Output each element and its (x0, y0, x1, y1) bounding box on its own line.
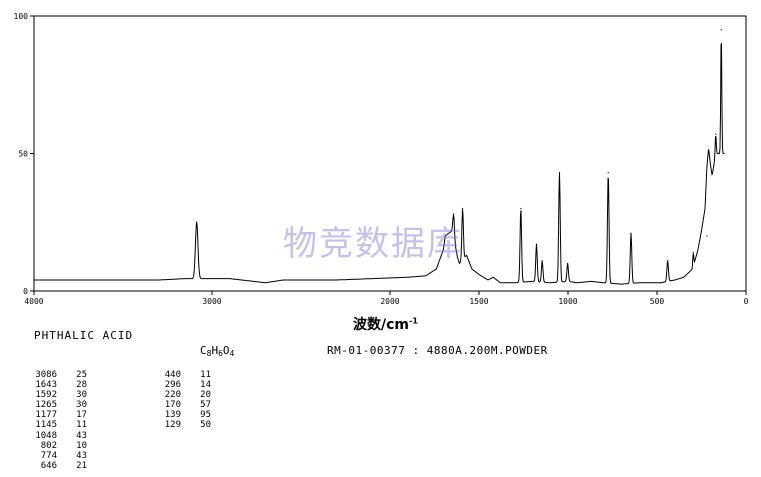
peak-table-column-1: 3086 25 1643 28 1592 30 1265 30 1177 17 1145 11 1048… (33, 370, 87, 471)
compound-name: PHTHALIC ACID (34, 329, 134, 342)
peak-wavenumber: 296 (164, 380, 181, 391)
peak-point (452, 213, 455, 215)
peak-wavenumber: 1643 (35, 380, 57, 391)
peak-row: 440 11 (157, 370, 211, 380)
x-tick-label: 2000 (380, 297, 399, 306)
peak-row: 802 10 (33, 441, 87, 451)
x-tick-label: 0 (744, 297, 749, 306)
peak-wavenumber: 646 (40, 460, 57, 471)
peak-wavenumber: 3086 (35, 370, 57, 380)
x-tick-label: 1000 (558, 297, 577, 306)
peak-row: 646 21 (33, 461, 87, 471)
peak-row: 1265 30 (33, 400, 87, 410)
peak-intensity: 10 (76, 440, 87, 451)
x-tick-label: 500 (650, 297, 665, 306)
peak-row: 296 14 (157, 380, 211, 390)
peak-intensity: 28 (76, 380, 87, 391)
peak-intensity: 95 (200, 410, 211, 421)
sample-info: RM-01-00377 : 4880A.200M.POWDER (327, 344, 548, 357)
peak-point (722, 152, 724, 155)
peak-wavenumber: 1145 (35, 420, 57, 431)
peak-point (720, 29, 722, 31)
peak-intensity: 30 (76, 390, 87, 401)
peak-point (692, 251, 694, 254)
x-tick-label: 1500 (469, 297, 488, 306)
peak-point (630, 232, 632, 234)
peak-row: 3086 25 (33, 370, 87, 380)
watermark: 物竞数据库 (283, 224, 463, 264)
peak-row: 170 57 (157, 400, 211, 410)
y-tick-label: 0 (23, 287, 28, 296)
peak-point (541, 260, 543, 262)
spectrum-line (34, 43, 725, 285)
peak-intensity: 17 (76, 410, 87, 421)
peak-point (667, 260, 669, 262)
peak-intensity: 20 (200, 390, 211, 401)
peak-row: 1048 43 (33, 431, 87, 441)
peak-point (567, 262, 569, 265)
molecular-formula: C8H6O4 (200, 344, 235, 358)
peak-table-column-2: 440 11 296 14 220 20 170 57 139 95 129 50 (157, 370, 211, 431)
peak-row: 1145 11 (33, 420, 87, 430)
peak-intensity: 43 (76, 430, 87, 441)
peak-wavenumber: 170 (164, 400, 181, 411)
peak-row: 774 43 (33, 451, 87, 461)
peak-point (607, 172, 609, 174)
peak-intensity: 43 (76, 450, 87, 461)
peak-intensity: 11 (200, 370, 211, 380)
peak-intensity: 30 (76, 400, 87, 411)
peak-wavenumber: 440 (164, 370, 181, 380)
peak-wavenumber: 1592 (35, 390, 57, 401)
peak-intensity: 11 (76, 420, 87, 431)
peak-row: 1643 28 (33, 380, 87, 390)
peak-wavenumber: 1265 (35, 400, 57, 411)
peak-point (715, 133, 717, 135)
peak-row: 129 50 (157, 420, 211, 430)
peak-row: 1177 17 (33, 410, 87, 420)
y-tick-label: 50 (18, 150, 28, 159)
y-tick-label: 100 (14, 12, 29, 21)
peak-point (706, 235, 708, 237)
peak-wavenumber: 774 (40, 450, 57, 461)
peak-wavenumber: 129 (164, 420, 181, 431)
peak-intensity: 57 (200, 400, 211, 411)
peak-intensity: 14 (200, 380, 211, 391)
peak-wavenumber: 220 (164, 390, 181, 401)
peak-wavenumber: 139 (164, 410, 181, 421)
peak-intensity: 25 (76, 370, 87, 380)
peak-row: 220 20 (157, 390, 211, 400)
x-tick-label: 3000 (202, 297, 221, 306)
peak-row: 1592 30 (33, 390, 87, 400)
peak-wavenumber: 1048 (35, 430, 57, 441)
peak-wavenumber: 802 (40, 440, 57, 451)
peak-point (520, 207, 522, 210)
peak-wavenumber: 1177 (35, 410, 57, 421)
peak-point (462, 207, 464, 210)
x-tick-label: 4000 (24, 297, 43, 306)
peak-intensity: 21 (76, 460, 87, 471)
x-axis-label: 波数/cm-1 (353, 316, 418, 333)
peak-point (558, 172, 561, 174)
peak-row: 139 95 (157, 410, 211, 420)
peak-point (535, 243, 538, 245)
peak-point (196, 221, 198, 223)
peak-intensity: 50 (200, 420, 211, 431)
